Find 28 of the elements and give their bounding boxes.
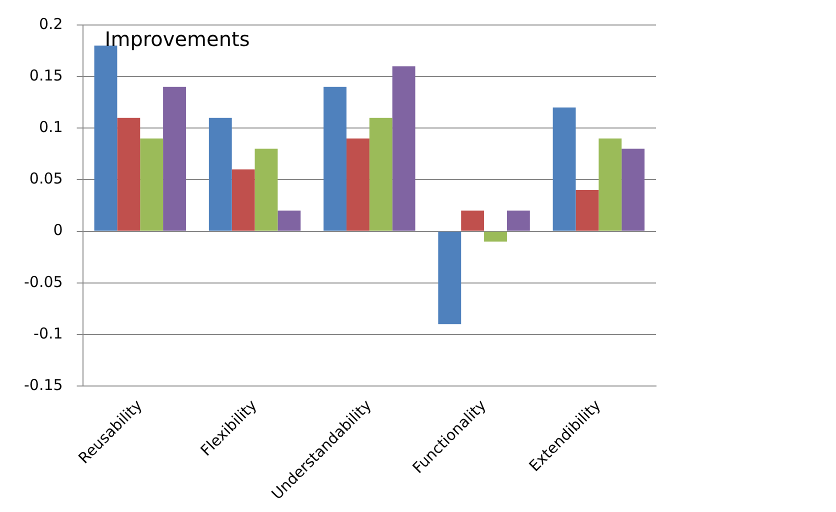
y-tick-label: -0.15 [24,376,63,394]
bar [392,66,416,231]
bar [278,210,301,231]
bar [461,210,484,231]
bar [346,138,370,231]
bar [369,118,392,231]
y-tick-label: 0.1 [38,118,63,136]
y-tick-label: 0.05 [29,170,63,188]
y-tick-label: 0.2 [38,14,63,33]
bar [552,108,576,231]
chart-title: Improvements [104,27,250,52]
bar [484,232,507,242]
bar [598,138,622,231]
y-tick-label: -0.05 [24,272,63,291]
y-tick-label: 0.15 [29,66,63,84]
y-tick-label: -0.1 [34,324,63,342]
bar [438,232,462,324]
bar [140,138,164,231]
bar [622,148,645,231]
bar [576,190,599,231]
bar [254,148,278,231]
bar [117,118,140,231]
y-tick-label: 0 [53,221,63,240]
bar [506,210,530,231]
bar [163,86,186,231]
bar [232,169,255,231]
bar [208,118,232,231]
bar [324,86,346,231]
